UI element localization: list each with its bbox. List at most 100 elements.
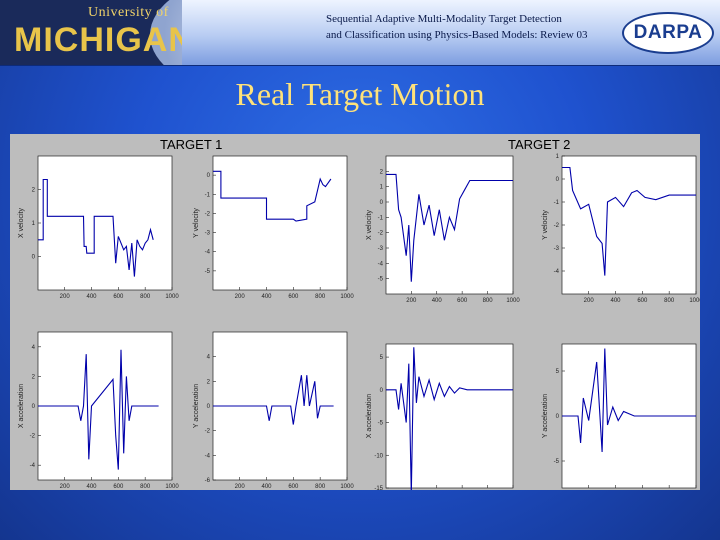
y-tick-label: -1 xyxy=(378,215,384,221)
series-line xyxy=(386,173,513,282)
x-tick-label: 1000 xyxy=(506,298,520,304)
x-tick-label: 600 xyxy=(637,298,648,304)
y-tick-label: -3 xyxy=(554,246,560,252)
y-axis-label: X acceleration xyxy=(366,394,373,438)
x-tick-label: 800 xyxy=(664,298,675,304)
y-tick-label: 0 xyxy=(380,388,384,394)
plot-7: 200400600800100050-5-10-15X acceleration xyxy=(366,343,514,490)
header-title-line1: Sequential Adaptive Multi-Modality Targe… xyxy=(326,13,562,25)
y-tick-label: 0 xyxy=(207,404,211,410)
y-tick-label: -6 xyxy=(205,478,211,484)
x-tick-label: 800 xyxy=(140,294,151,300)
series-line xyxy=(562,348,696,453)
y-tick-label: -2 xyxy=(554,223,560,229)
y-tick-label: -3 xyxy=(205,231,211,237)
y-axis-label: X velocity xyxy=(18,208,25,238)
y-axis-label: Y velocity xyxy=(193,208,200,238)
y-tick-label: -4 xyxy=(554,269,560,275)
header-bar: University of MICHIGAN Sequential Adapti… xyxy=(0,0,720,66)
x-tick-label: 600 xyxy=(113,294,124,300)
plot-area xyxy=(37,155,173,291)
plot-2: 200 400 600 800 1000 0 -1 -2 -3 -4 -5 Y velocity xyxy=(193,155,354,300)
series-line xyxy=(213,375,334,425)
y-axis-label: X acceleration xyxy=(18,384,25,428)
y-tick-label: -2 xyxy=(378,231,384,237)
plot-area xyxy=(561,155,697,295)
header-title-line2: and Classification using Physics-Based M… xyxy=(326,29,588,41)
y-tick-label: -2 xyxy=(205,429,211,435)
figure-panel: TARGET 1 TARGET 2 200 400 600 800 1000 2 1 0 X v… xyxy=(10,134,700,490)
y-tick-label: 0 xyxy=(32,404,36,410)
x-tick-label: 600 xyxy=(288,294,299,300)
target1-label: TARGET 1 xyxy=(160,137,223,152)
y-axis-label: Y acceleration xyxy=(193,384,200,428)
x-tick-label: 800 xyxy=(483,298,494,304)
x-tick-label: 600 xyxy=(113,484,124,490)
series-line xyxy=(38,178,154,277)
y-tick-label: -4 xyxy=(378,261,384,267)
y-tick-label: -10 xyxy=(374,453,383,459)
y-tick-label: 1 xyxy=(32,221,36,227)
y-tick-label: 2 xyxy=(207,379,211,385)
plot-8: 200400600800100050-5Y acceleration xyxy=(542,343,697,489)
y-tick-label: -1 xyxy=(554,200,560,206)
y-tick-label: 2 xyxy=(380,169,384,175)
plot-area xyxy=(385,155,514,295)
y-tick-label: 0 xyxy=(32,255,36,261)
y-tick-label: 2 xyxy=(32,188,36,194)
x-tick-label: 200 xyxy=(60,294,71,300)
y-tick-label: -4 xyxy=(205,453,211,459)
series-line xyxy=(386,347,513,490)
x-tick-label: 600 xyxy=(457,298,468,304)
y-tick-label: -1 xyxy=(205,192,211,198)
university-logo: University of MICHIGAN xyxy=(0,0,182,65)
x-tick-label: 800 xyxy=(315,484,326,490)
y-tick-label: 0 xyxy=(380,200,384,206)
plot-1: 200 400 600 800 1000 2 1 0 X velocity xyxy=(18,155,179,300)
y-tick-label: 1 xyxy=(380,185,384,191)
y-tick-label: 4 xyxy=(207,355,211,361)
x-tick-label: 400 xyxy=(432,298,443,304)
y-tick-label: -15 xyxy=(374,486,383,490)
x-tick-label: 200 xyxy=(584,298,595,304)
x-tick-label: 800 xyxy=(140,484,151,490)
x-tick-label: 1000 xyxy=(165,294,179,300)
y-tick-label: 0 xyxy=(556,177,560,183)
y-tick-label: -4 xyxy=(30,463,36,469)
x-tick-label: 1000 xyxy=(340,294,354,300)
y-tick-label: 0 xyxy=(556,414,560,420)
x-tick-label: 400 xyxy=(87,294,98,300)
series-line xyxy=(213,170,332,222)
x-tick-label: 200 xyxy=(406,298,417,304)
target2-label: TARGET 2 xyxy=(508,137,571,152)
y-tick-label: 5 xyxy=(556,369,560,375)
darpa-logo: DARPA xyxy=(622,12,714,54)
series-line xyxy=(562,166,696,276)
darpa-logo-text: DARPA xyxy=(633,22,703,43)
x-tick-label: 1000 xyxy=(340,484,354,490)
plot-area xyxy=(385,343,514,489)
x-tick-label: 1000 xyxy=(689,298,700,304)
y-tick-label: -5 xyxy=(378,421,384,427)
x-tick-label: 400 xyxy=(262,484,273,490)
plot-3: 200 400 600 800 1000 4 2 0 -2 -4 X acceleration xyxy=(18,331,179,490)
logo-michigan-text: MICHIGAN xyxy=(14,21,182,59)
x-tick-label: 200 xyxy=(60,484,71,490)
x-tick-label: 200 xyxy=(235,484,246,490)
y-tick-label: 4 xyxy=(32,345,36,351)
logo-university-text: University of xyxy=(88,5,169,20)
y-tick-label: -5 xyxy=(554,459,560,465)
x-tick-label: 600 xyxy=(288,484,299,490)
y-tick-label: -2 xyxy=(30,434,36,440)
y-tick-label: -2 xyxy=(205,211,211,217)
y-axis-label: X velocity xyxy=(366,210,373,240)
y-axis-label: Y velocity xyxy=(542,210,549,240)
x-tick-label: 400 xyxy=(262,294,273,300)
x-tick-label: 400 xyxy=(87,484,98,490)
plot-area xyxy=(212,155,348,291)
series-line xyxy=(38,349,159,470)
plot-4: 200 400 600 800 1000 4 2 0 -2 -4 -6 Y acceleration xyxy=(193,331,354,490)
x-tick-label: 800 xyxy=(315,294,326,300)
slide-title: Real Target Motion xyxy=(235,76,485,112)
